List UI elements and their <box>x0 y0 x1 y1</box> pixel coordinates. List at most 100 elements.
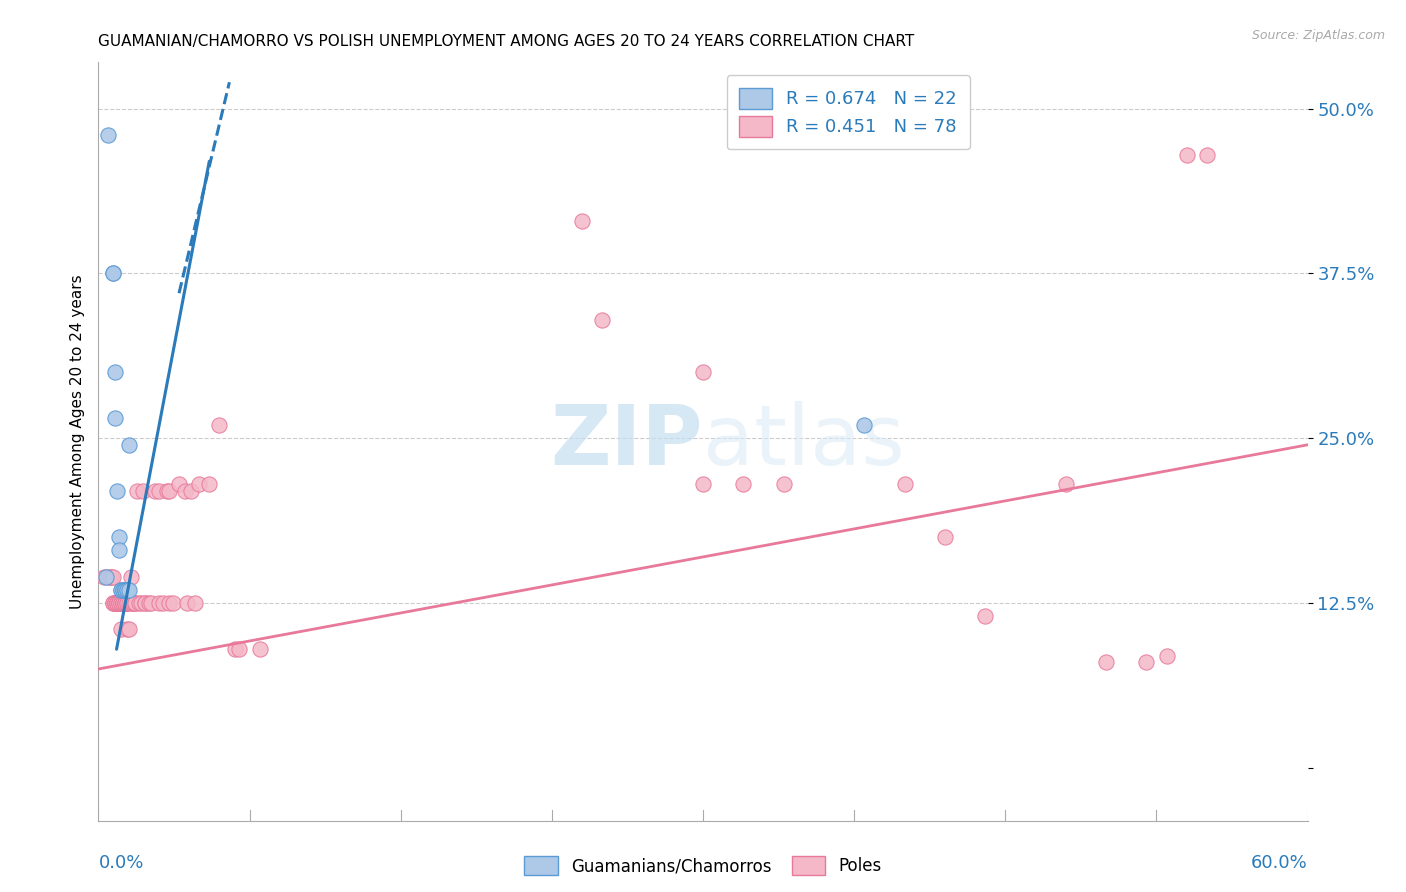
Point <box>157 596 180 610</box>
Point <box>101 596 124 610</box>
Point <box>101 570 124 584</box>
Point <box>107 596 129 610</box>
Point <box>228 642 250 657</box>
Point <box>105 596 128 610</box>
Point <box>110 596 132 610</box>
Point <box>571 213 593 227</box>
Point <box>118 623 141 637</box>
Point <box>93 570 115 584</box>
Point <box>101 596 124 610</box>
Point <box>111 596 134 610</box>
Point <box>893 477 915 491</box>
Point <box>124 596 146 610</box>
Point <box>198 477 221 491</box>
Point <box>114 596 136 610</box>
Point <box>100 570 122 584</box>
Point <box>132 483 155 498</box>
Text: 60.0%: 60.0% <box>1251 855 1308 872</box>
Point <box>224 642 246 657</box>
Point <box>176 596 198 610</box>
Point <box>125 483 148 498</box>
Point <box>103 596 125 610</box>
Point <box>1054 477 1077 491</box>
Point <box>110 582 132 597</box>
Point <box>772 477 794 491</box>
Point <box>120 570 142 584</box>
Point <box>103 411 125 425</box>
Point <box>107 596 129 610</box>
Point <box>111 596 134 610</box>
Point <box>121 596 143 610</box>
Point <box>107 596 129 610</box>
Text: Source: ZipAtlas.com: Source: ZipAtlas.com <box>1251 29 1385 42</box>
Point <box>115 582 138 597</box>
Text: 0.0%: 0.0% <box>98 855 143 872</box>
Point <box>110 623 132 637</box>
Text: GUAMANIAN/CHAMORRO VS POLISH UNEMPLOYMENT AMONG AGES 20 TO 24 YEARS CORRELATION : GUAMANIAN/CHAMORRO VS POLISH UNEMPLOYMEN… <box>98 34 915 49</box>
Point <box>111 596 134 610</box>
Point <box>103 596 125 610</box>
Point <box>118 582 141 597</box>
Point <box>118 596 141 610</box>
Text: atlas: atlas <box>703 401 904 482</box>
Point <box>148 596 170 610</box>
Point <box>733 477 755 491</box>
Point <box>134 596 156 610</box>
Point <box>134 596 156 610</box>
Point <box>115 596 138 610</box>
Point <box>974 609 997 624</box>
Point <box>101 267 124 281</box>
Point <box>208 418 231 433</box>
Point <box>100 570 122 584</box>
Point <box>110 596 132 610</box>
Point <box>692 365 714 379</box>
Point <box>115 596 138 610</box>
Point <box>101 267 124 281</box>
Point <box>115 623 138 637</box>
Point <box>184 596 207 610</box>
Point <box>110 582 132 597</box>
Point <box>1095 656 1118 670</box>
Point <box>1156 648 1178 663</box>
Point <box>96 570 118 584</box>
Y-axis label: Unemployment Among Ages 20 to 24 years: Unemployment Among Ages 20 to 24 years <box>69 274 84 609</box>
Point <box>174 483 197 498</box>
Point <box>180 483 202 498</box>
Point <box>118 438 141 452</box>
Legend: Guamanians/Chamorros, Poles: Guamanians/Chamorros, Poles <box>516 847 890 884</box>
Point <box>111 582 134 597</box>
Point <box>115 582 138 597</box>
Point <box>152 596 174 610</box>
Point <box>162 596 184 610</box>
Point <box>129 596 152 610</box>
Point <box>97 128 120 142</box>
Point <box>156 483 179 498</box>
Point <box>114 582 136 597</box>
Point <box>853 418 876 433</box>
Point <box>114 582 136 597</box>
Point <box>138 596 160 610</box>
Point <box>107 543 129 558</box>
Point <box>105 596 128 610</box>
Point <box>103 365 125 379</box>
Point <box>188 477 211 491</box>
Point <box>934 530 956 544</box>
Point <box>105 596 128 610</box>
Point <box>139 596 162 610</box>
Point <box>124 596 146 610</box>
Point <box>97 570 120 584</box>
Point <box>1175 147 1198 161</box>
Point <box>114 596 136 610</box>
Point <box>249 642 271 657</box>
Point <box>1135 656 1157 670</box>
Point <box>105 483 128 498</box>
Point <box>692 477 714 491</box>
Point <box>111 582 134 597</box>
Point <box>107 530 129 544</box>
Point <box>591 312 613 326</box>
Point <box>148 483 170 498</box>
Point <box>143 483 166 498</box>
Point <box>114 596 136 610</box>
Point <box>157 483 180 498</box>
Point <box>114 582 136 597</box>
